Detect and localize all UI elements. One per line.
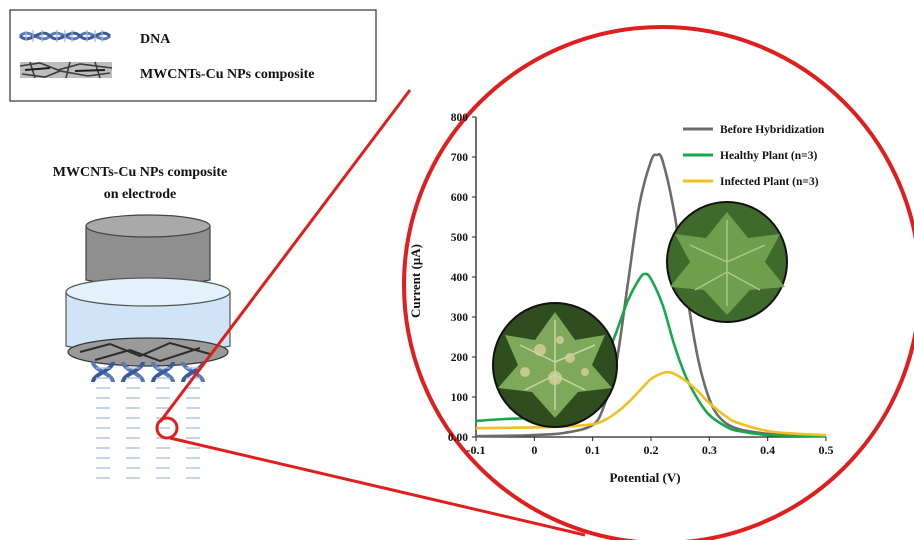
key-composite-label: MWCNTs-Cu NPs composite bbox=[140, 67, 314, 82]
series-line-2 bbox=[475, 370, 827, 437]
dna-strand bbox=[151, 361, 175, 383]
chart-ticks: -0.1 0 0.1 0.2 0.3 0.4 0.5 0.00 100 200 300 400 500 6… bbox=[448, 112, 834, 457]
x-tick-label: 0 bbox=[531, 443, 537, 457]
x-tick-label: 0.2 bbox=[644, 443, 659, 457]
electrode-title-line2: on electrode bbox=[104, 187, 176, 202]
y-axis-label: Current (µA) bbox=[408, 244, 423, 318]
x-tick-label: 0.3 bbox=[702, 443, 717, 457]
zoom-connector-bottom bbox=[169, 436, 586, 537]
legend-label-infected: Infected Plant (n=3) bbox=[720, 176, 819, 188]
dna-strand bbox=[121, 361, 145, 383]
infected-leaf-photo bbox=[492, 302, 618, 428]
electrode-icon bbox=[65, 214, 231, 367]
zoom-circle bbox=[402, 25, 914, 540]
dna-helix-icon bbox=[18, 30, 112, 42]
legend-label-before: Before Hybridization bbox=[720, 124, 825, 136]
x-tick-label: 0.5 bbox=[819, 443, 834, 457]
x-tick-label: 0.4 bbox=[760, 443, 775, 457]
series-line-0 bbox=[475, 153, 827, 438]
composite-texture-icon bbox=[19, 61, 113, 79]
x-axis-label: Potential (V) bbox=[609, 470, 680, 485]
zoom-source-marker bbox=[155, 416, 179, 440]
healthy-leaf-photo bbox=[666, 201, 788, 323]
y-tick-label: 700 bbox=[451, 152, 469, 164]
key-dna-label: DNA bbox=[140, 32, 171, 47]
x-tick-label: -0.1 bbox=[467, 443, 486, 457]
dna-strand bbox=[91, 361, 115, 383]
zoom-connector-top bbox=[158, 89, 412, 423]
y-tick-label: 600 bbox=[451, 192, 469, 204]
legend-label-healthy: Healthy Plant (n=3) bbox=[720, 150, 817, 162]
dna-strands bbox=[91, 361, 205, 479]
y-tick-label: 100 bbox=[451, 392, 469, 404]
x-tick-label: 0.1 bbox=[585, 443, 600, 457]
key-box: DNA MWCNTs-Cu NPs composite bbox=[9, 9, 377, 102]
chart-legend: Before Hybridization Healthy Plant (n=3)… bbox=[683, 124, 825, 188]
y-tick-label: 500 bbox=[451, 232, 469, 244]
y-tick-label: 200 bbox=[451, 352, 469, 364]
y-tick-label: 0.00 bbox=[448, 432, 468, 444]
voltammetry-chart: -0.1 0 0.1 0.2 0.3 0.4 0.5 0.00 100 200 300 400 500 6… bbox=[408, 112, 834, 485]
y-tick-label: 800 bbox=[451, 112, 469, 124]
electrode-title-line1: MWCNTs-Cu NPs composite bbox=[53, 165, 227, 180]
y-tick-label: 400 bbox=[451, 272, 469, 284]
key-box-border bbox=[9, 9, 377, 102]
y-tick-label: 300 bbox=[451, 312, 469, 324]
